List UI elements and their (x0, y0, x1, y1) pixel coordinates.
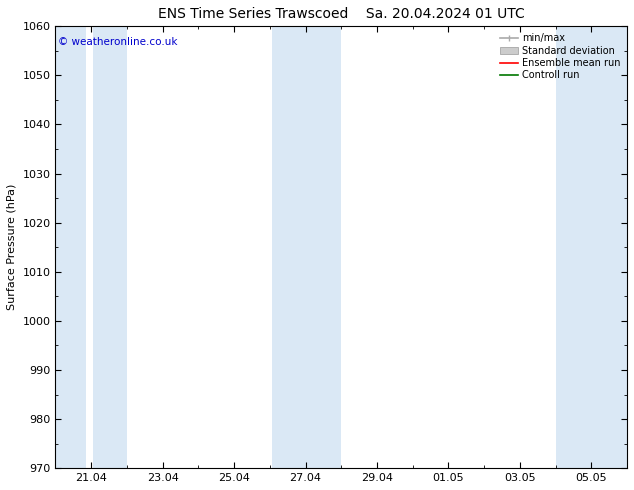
Text: © weatheronline.co.uk: © weatheronline.co.uk (58, 37, 178, 48)
Bar (555, 26, 627, 468)
Bar (271, 26, 341, 468)
Y-axis label: Surface Pressure (hPa): Surface Pressure (hPa) (7, 184, 17, 311)
Legend: min/max, Standard deviation, Ensemble mean run, Controll run: min/max, Standard deviation, Ensemble me… (498, 31, 622, 82)
Bar (93, 26, 127, 468)
Title: ENS Time Series Trawscoed    Sa. 20.04.2024 01 UTC: ENS Time Series Trawscoed Sa. 20.04.2024… (158, 7, 525, 21)
Bar (56, 26, 86, 468)
